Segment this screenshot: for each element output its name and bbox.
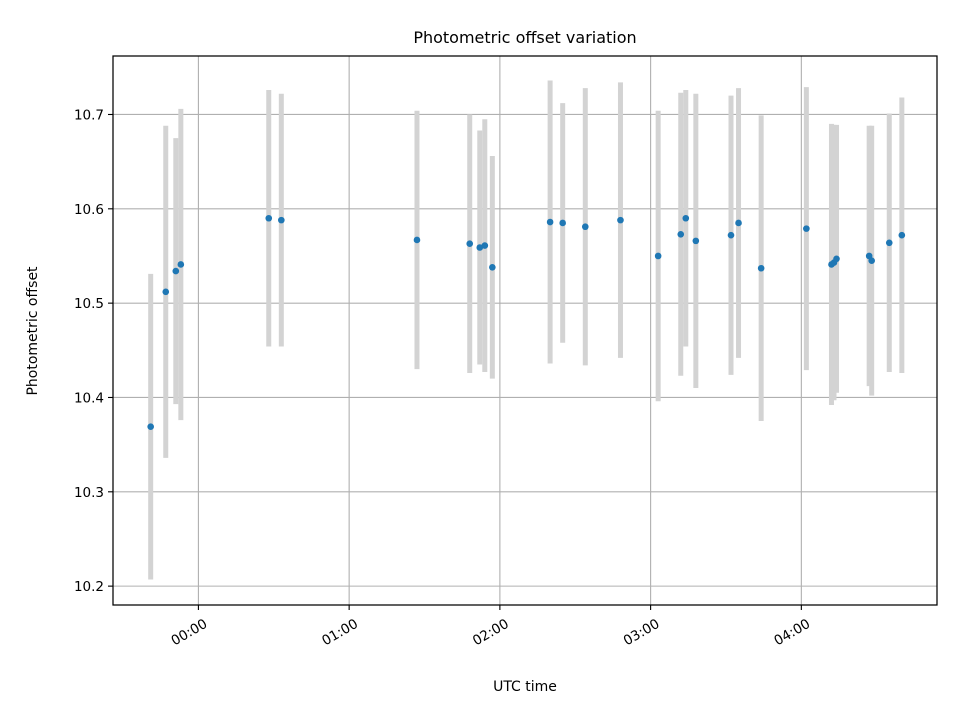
data-point: [692, 237, 700, 245]
y-tick-label: 10.6: [74, 202, 104, 218]
data-point: [757, 264, 765, 272]
data-point: [885, 239, 893, 247]
data-point: [466, 240, 474, 248]
data-point: [654, 252, 662, 260]
grid: [113, 56, 937, 605]
data-point: [735, 219, 742, 227]
data-point: [898, 231, 906, 239]
x-tick-label: 04:00: [771, 616, 813, 649]
y-tick-label: 10.2: [74, 579, 104, 595]
data-point: [489, 263, 496, 271]
y-axis-label: Photometric offset: [25, 266, 41, 396]
data-point: [581, 223, 589, 231]
errorbars: [148, 80, 905, 580]
x-axis-ticks: 00:00 01:00 02:00 03:00 04:00: [169, 605, 813, 649]
data-point: [172, 267, 180, 275]
data-point: [803, 225, 810, 232]
y-tick-label: 10.3: [74, 485, 104, 501]
data-point: [476, 244, 484, 251]
chart-title: Photometric offset variation: [413, 28, 636, 47]
data-point: [727, 231, 735, 239]
data-point: [546, 218, 554, 226]
data-point: [617, 216, 624, 224]
data-point: [278, 216, 285, 224]
data-point: [868, 257, 875, 264]
data-point: [559, 219, 566, 227]
x-tick-label: 02:00: [470, 616, 512, 649]
data-point: [413, 236, 421, 244]
data-point: [481, 242, 489, 249]
plot-frame: [112, 55, 938, 606]
y-tick-label: 10.7: [74, 107, 104, 123]
data-point: [177, 261, 185, 268]
data-point: [677, 230, 685, 238]
data-point: [147, 423, 154, 431]
x-axis-label: UTC time: [493, 679, 557, 695]
y-tick-label: 10.5: [74, 296, 104, 312]
x-tick-label: 03:00: [621, 616, 663, 649]
x-tick-label: 00:00: [169, 616, 211, 649]
data-points: [147, 214, 906, 431]
y-tick-label: 10.4: [74, 390, 104, 406]
data-point: [265, 214, 273, 222]
data-point: [682, 214, 690, 222]
y-axis-ticks: 10.2 10.3 10.4 10.5 10.6 10.7: [74, 107, 113, 595]
x-tick-label: 01:00: [319, 616, 361, 649]
data-point: [162, 288, 170, 296]
data-point: [833, 255, 840, 263]
